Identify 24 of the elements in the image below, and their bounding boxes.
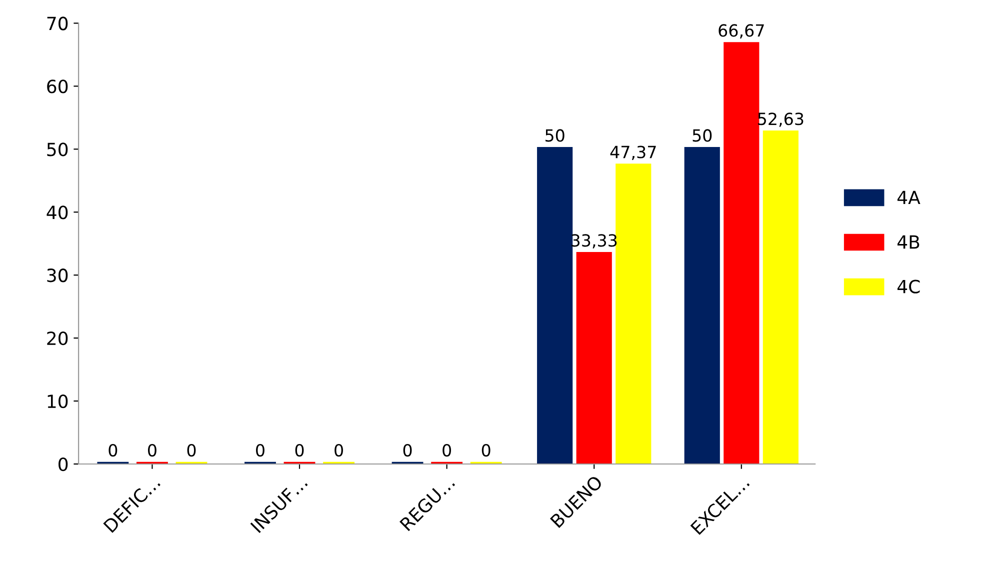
data-label: 0 (295, 444, 304, 457)
data-label: 0 (187, 444, 196, 457)
data-label: 0 (442, 444, 452, 457)
data-label: 0 (108, 444, 118, 457)
data-label: 0 (403, 444, 412, 457)
y-tick-label: 50 (47, 142, 68, 156)
y-tick-label: 20 (47, 332, 68, 346)
y-tick-label: 30 (47, 268, 68, 282)
legend-label: 4C (897, 280, 920, 294)
y-tick-label: 70 (47, 16, 68, 30)
data-label: 50 (546, 129, 564, 142)
y-tick-label: 60 (47, 80, 68, 94)
data-label: 47,37 (610, 146, 656, 160)
legend-label: 4B (897, 235, 920, 249)
data-label: 0 (334, 444, 343, 457)
data-label: 50 (692, 129, 712, 142)
y-tick-label: 0 (58, 457, 68, 472)
legend-label: 4A (897, 190, 920, 204)
y-tick-label: 40 (46, 206, 68, 220)
data-label: 0 (482, 444, 490, 457)
data-label: 0 (256, 444, 264, 457)
data-label: 0 (148, 444, 156, 457)
data-label: 66,67 (718, 24, 764, 38)
y-tick-label: 10 (48, 394, 68, 408)
